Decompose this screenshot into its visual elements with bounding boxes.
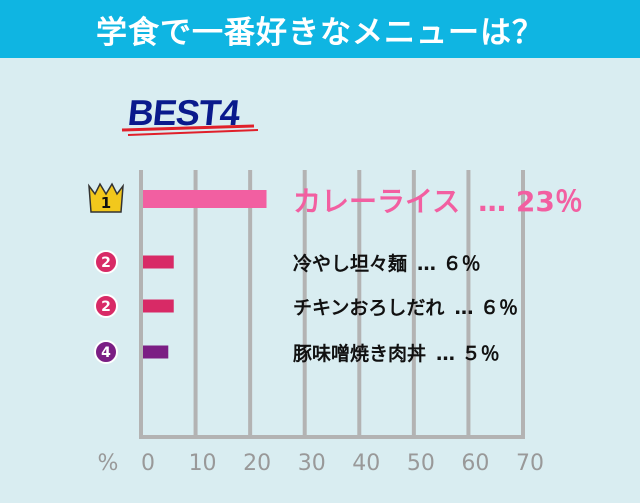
header: 学食で一番好きなメニューは？ xyxy=(0,0,640,58)
x-tick-label: 30 xyxy=(298,451,326,476)
rank-badge-icon xyxy=(94,294,118,318)
rank-badge-icon xyxy=(94,250,118,274)
x-tick-label: 70 xyxy=(516,451,544,476)
rank-number: 2 xyxy=(101,299,111,315)
bar xyxy=(143,190,267,208)
x-tick-label: 0 xyxy=(141,451,155,476)
x-tick-label: 50 xyxy=(407,451,435,476)
crown-icon xyxy=(88,182,124,213)
value-label: … ５％ xyxy=(436,343,500,366)
value-label: … 23％ xyxy=(478,184,583,218)
x-tick-label: 40 xyxy=(352,451,380,476)
bar xyxy=(143,299,174,313)
value-label: … ６％ xyxy=(454,297,519,320)
category-name: カレーライス xyxy=(293,184,461,218)
x-axis-label: % xyxy=(98,451,119,476)
rank-badge-icon xyxy=(94,340,118,364)
badge-underline xyxy=(121,124,259,136)
category-name: 冷やし坦々麺 xyxy=(293,253,408,276)
bar xyxy=(143,255,174,269)
x-tick-label: 20 xyxy=(243,451,271,476)
rank-number: 1 xyxy=(101,194,111,212)
rank-number: 2 xyxy=(101,255,111,271)
x-tick-label: 10 xyxy=(189,451,217,476)
rank-number: 4 xyxy=(101,345,111,361)
x-tick-label: 60 xyxy=(461,451,489,476)
category-name: チキンおろしだれ xyxy=(293,297,445,320)
category-name: 豚味噌焼き肉丼 xyxy=(293,343,427,366)
page-title: 学食で一番好きなメニューは？ xyxy=(96,14,544,51)
category-label: カレーライス … 23％ xyxy=(293,180,583,220)
category-label: 冷やし坦々麺 … ６％ xyxy=(293,249,481,276)
bar xyxy=(143,345,169,359)
category-label: 豚味噌焼き肉丼 … ５％ xyxy=(293,339,500,366)
value-label: … ６％ xyxy=(417,253,481,276)
category-label: チキンおろしだれ … ６％ xyxy=(293,293,518,320)
